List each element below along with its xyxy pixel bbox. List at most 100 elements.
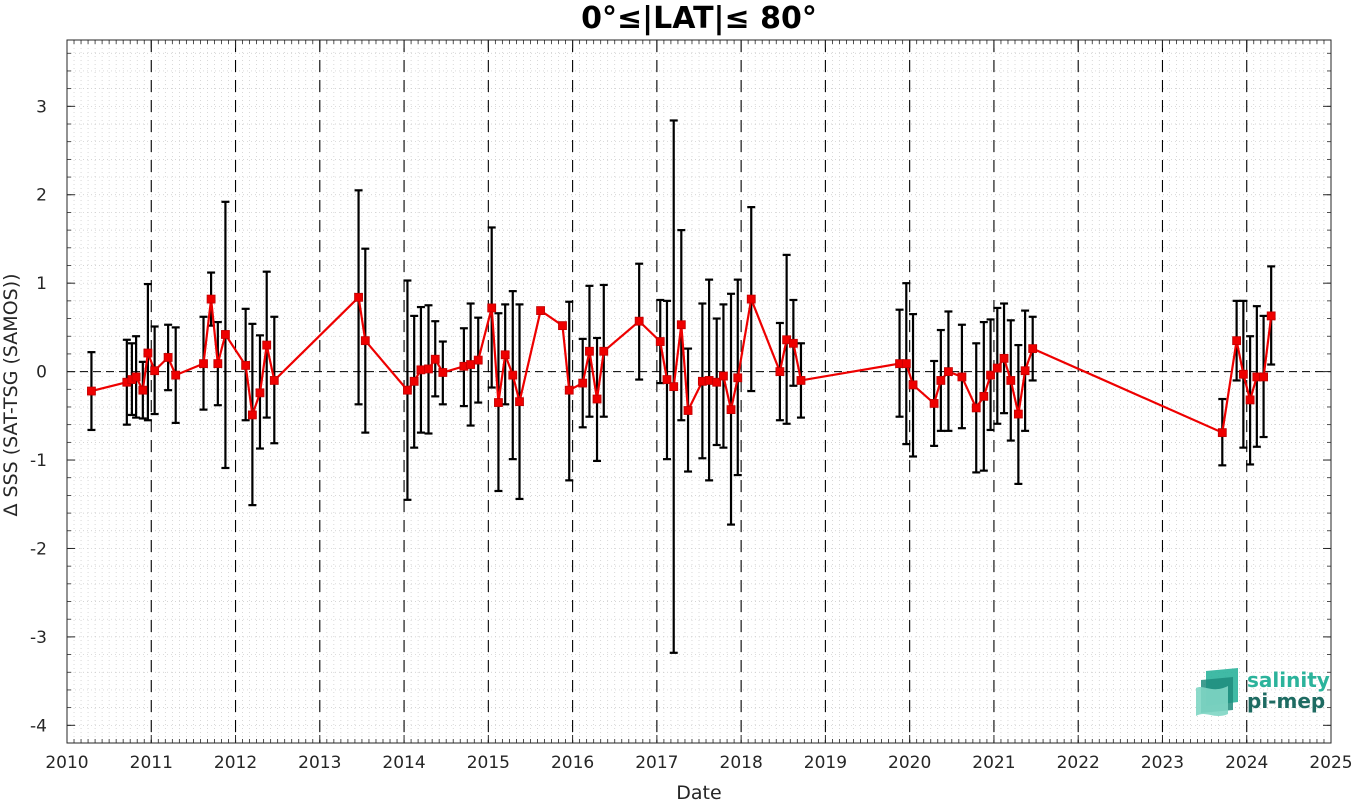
data-point	[508, 370, 518, 380]
data-point	[908, 380, 918, 390]
data-point	[1232, 336, 1242, 346]
data-point	[269, 376, 279, 385]
data-point	[683, 406, 693, 415]
data-point	[416, 365, 426, 375]
data-point	[676, 320, 686, 330]
y-tick-label: 1	[36, 274, 47, 294]
x-tick-label-2015: 2015	[467, 753, 510, 773]
data-point	[515, 397, 524, 407]
data-point	[662, 375, 672, 384]
data-point	[979, 391, 989, 401]
data-point	[971, 403, 981, 413]
chart-title: 0°≤|LAT|≤ 80°	[581, 1, 817, 36]
data-point	[944, 367, 953, 377]
data-point	[999, 353, 1009, 363]
x-tick-labels: 2010 2011 2012 2013 2014 2015 2016 2017 2018 2019…	[45, 753, 1352, 773]
data-point	[487, 303, 497, 313]
data-point	[430, 354, 440, 364]
data-point	[719, 371, 728, 381]
data-point	[746, 294, 756, 304]
data-point	[929, 399, 939, 408]
data-point	[1217, 428, 1227, 438]
data-point	[262, 340, 272, 350]
error-bars	[87, 119, 1276, 654]
data-point	[494, 398, 503, 407]
data-point	[163, 353, 173, 362]
data-point	[199, 359, 208, 369]
x-tick-label-2012: 2012	[214, 753, 257, 773]
data-point	[150, 366, 160, 376]
data-point	[255, 388, 265, 398]
markers	[87, 292, 1276, 438]
data-point	[424, 364, 433, 374]
data-point	[726, 405, 736, 415]
data-point	[241, 361, 251, 370]
logo-text-pi-mep: pi-mep	[1247, 689, 1325, 713]
y-tick-label: 0	[36, 363, 47, 383]
x-axis-label: Date	[676, 782, 721, 801]
y-axis-label: Δ SSS (SAT-TSG (SAMOS))	[0, 273, 22, 516]
data-point	[592, 394, 602, 404]
data-point	[171, 370, 181, 380]
x-tick-label-2018: 2018	[720, 753, 763, 773]
y-tick-labels: -4 -3 -2 -1 0 1 2 3	[30, 97, 47, 736]
data-point	[796, 376, 806, 385]
data-point	[360, 336, 370, 346]
data-point	[466, 360, 476, 369]
data-point	[775, 367, 785, 377]
x-tick-label-2019: 2019	[804, 753, 847, 773]
data-point	[87, 386, 96, 396]
data-point	[206, 294, 216, 304]
data-point	[213, 359, 223, 369]
data-point	[564, 385, 574, 395]
x-tick-label-2013: 2013	[298, 753, 341, 773]
data-point	[143, 348, 153, 358]
y-tick-label: 3	[36, 97, 47, 117]
data-point	[221, 330, 230, 339]
data-point	[1020, 366, 1030, 376]
logo-wave-icon	[1196, 668, 1238, 716]
data-point	[712, 377, 722, 387]
data-point	[403, 385, 412, 395]
x-tick-label-2025: 2025	[1309, 753, 1352, 773]
y-tick-label: -4	[30, 716, 47, 736]
x-tick-label-2011: 2011	[130, 753, 173, 773]
data-point	[1259, 372, 1268, 382]
data-point	[655, 337, 665, 346]
data-point	[354, 292, 363, 302]
data-point	[247, 410, 257, 420]
data-point	[1006, 376, 1016, 385]
data-point	[936, 376, 946, 385]
data-point	[1013, 409, 1023, 419]
data-point	[957, 372, 967, 382]
y-tick-label: -2	[30, 539, 47, 559]
x-tick-label-2020: 2020	[888, 753, 931, 773]
data-point	[992, 363, 1002, 373]
data-point	[901, 359, 911, 369]
data-point	[599, 346, 609, 356]
data-point	[558, 321, 567, 331]
data-point	[585, 346, 594, 356]
data-point	[578, 378, 588, 388]
data-point	[634, 316, 644, 326]
data-point	[1028, 344, 1038, 354]
x-tick-label-2021: 2021	[972, 753, 1015, 773]
data-point	[1245, 395, 1255, 405]
x-tick-label-2022: 2022	[1057, 753, 1100, 773]
x-tick-label-2017: 2017	[635, 753, 678, 773]
logo-text-salinity: salinity	[1247, 668, 1330, 692]
data-point	[669, 382, 679, 392]
data-point	[138, 385, 148, 395]
x-tick-label-2014: 2014	[382, 753, 425, 773]
x-tick-label-2016: 2016	[551, 753, 594, 773]
data-point	[1238, 369, 1248, 379]
grid	[66, 40, 1332, 744]
data-point	[131, 372, 141, 382]
data-point	[536, 306, 545, 315]
data-point	[473, 355, 483, 365]
x-tick-label-2024: 2024	[1225, 753, 1268, 773]
year-separators	[150, 40, 1248, 743]
salinity-pi-mep-logo: salinity pi-mep	[1196, 668, 1330, 716]
y-tick-label: -1	[30, 451, 47, 471]
